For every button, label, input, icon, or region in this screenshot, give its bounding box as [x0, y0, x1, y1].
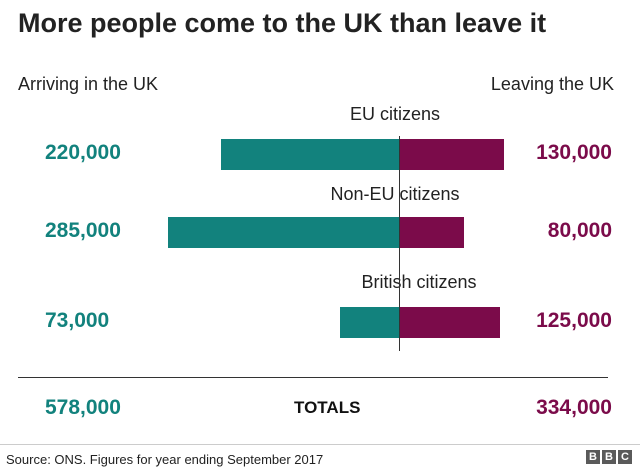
value-arriving-eu-citizens: 220,000 [45, 141, 121, 164]
value-arriving-british-citizens: 73,000 [45, 309, 110, 332]
chart-title: More people come to the UK than leave it [18, 8, 547, 38]
bar-leaving-british-citizens [399, 307, 501, 338]
leaving-header: Leaving the UK [490, 74, 614, 94]
value-leaving-british-citizens: 125,000 [536, 309, 612, 332]
total-leaving-value: 334,000 [536, 396, 612, 419]
bar-arriving-british-citizens [339, 307, 399, 338]
value-leaving-non-eu-citizens: 80,000 [547, 219, 612, 242]
totals-divider [18, 377, 608, 378]
category-label-eu-citizens: EU citizens [349, 104, 441, 124]
bar-arriving-non-eu-citizens [168, 217, 399, 248]
bar-leaving-eu-citizens [399, 139, 505, 170]
bbc-logo-letter: B [586, 450, 600, 464]
bbc-logo-letter: B [602, 450, 616, 464]
category-label-british-citizens: British citizens [361, 272, 477, 292]
totals-label: TOTALS [294, 398, 361, 417]
source-note: Source: ONS. Figures for year ending Sep… [6, 452, 324, 467]
arriving-header: Arriving in the UK [18, 74, 159, 94]
value-leaving-eu-citizens: 130,000 [536, 141, 612, 164]
total-arriving-value: 578,000 [45, 396, 121, 419]
bbc-logo-letter: C [618, 450, 632, 464]
category-label-non-eu-citizens: Non-EU citizens [330, 184, 460, 204]
bbc-logo: B B C [586, 450, 632, 464]
bar-arriving-eu-citizens [220, 139, 399, 170]
value-arriving-non-eu-citizens: 285,000 [45, 219, 121, 242]
center-axis-line [399, 136, 400, 351]
bar-leaving-non-eu-citizens [399, 217, 464, 248]
footer-divider [0, 444, 640, 445]
